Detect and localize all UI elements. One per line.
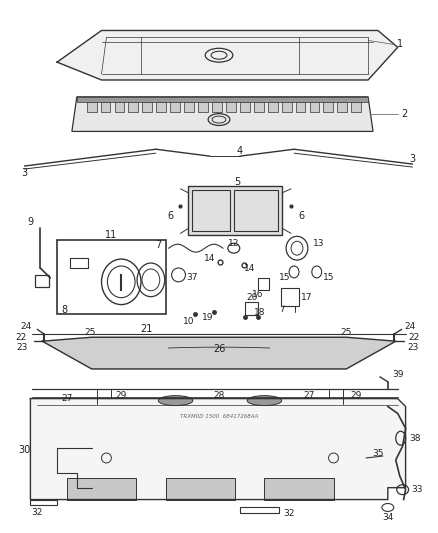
Polygon shape — [30, 399, 406, 499]
Text: 27: 27 — [303, 391, 314, 400]
Bar — [310, 102, 319, 111]
Text: 10: 10 — [183, 317, 194, 326]
Text: 11: 11 — [105, 230, 117, 240]
Bar — [128, 102, 138, 111]
Bar — [296, 102, 305, 111]
Text: 3: 3 — [21, 168, 28, 178]
Text: 13: 13 — [313, 239, 325, 248]
Bar — [337, 102, 347, 111]
Bar — [35, 275, 49, 287]
Bar — [258, 278, 269, 290]
Text: 38: 38 — [410, 434, 421, 443]
Text: 24: 24 — [404, 322, 415, 331]
Bar — [142, 102, 152, 111]
Ellipse shape — [247, 395, 282, 406]
Text: 23: 23 — [408, 343, 419, 352]
Text: 14: 14 — [205, 254, 216, 263]
Polygon shape — [42, 337, 396, 369]
Text: 37: 37 — [187, 273, 198, 282]
Bar — [57, 240, 166, 314]
Text: 21: 21 — [140, 325, 152, 334]
Text: 35: 35 — [372, 449, 384, 457]
Text: 33: 33 — [412, 485, 423, 494]
Text: 15: 15 — [279, 273, 291, 282]
Bar — [184, 102, 194, 111]
Polygon shape — [72, 97, 373, 132]
Bar — [115, 102, 124, 111]
Bar — [156, 102, 166, 111]
Bar — [281, 288, 299, 305]
Text: 29: 29 — [116, 391, 127, 400]
Text: 19: 19 — [202, 313, 214, 322]
Text: 2: 2 — [402, 109, 408, 119]
Bar — [101, 102, 110, 111]
Text: 17: 17 — [301, 293, 313, 302]
Text: 15: 15 — [323, 273, 334, 282]
Bar — [265, 478, 333, 499]
Text: 28: 28 — [213, 391, 225, 400]
Text: 20: 20 — [246, 293, 257, 302]
Text: 29: 29 — [350, 391, 362, 400]
Text: 6: 6 — [298, 211, 304, 221]
Text: 14: 14 — [244, 264, 255, 273]
Bar — [323, 102, 333, 111]
Text: 16: 16 — [252, 290, 263, 299]
Text: 18: 18 — [254, 308, 265, 317]
Text: 3: 3 — [410, 154, 416, 164]
Bar — [226, 102, 236, 111]
Bar — [240, 102, 250, 111]
Bar — [198, 102, 208, 111]
Text: 32: 32 — [283, 509, 295, 518]
Text: 22: 22 — [15, 333, 26, 342]
Text: 5: 5 — [235, 177, 241, 187]
Text: 22: 22 — [408, 333, 419, 342]
Bar — [254, 102, 264, 111]
Text: TRXM0D 1500  68417268AA: TRXM0D 1500 68417268AA — [180, 414, 258, 419]
Bar — [245, 302, 258, 316]
Polygon shape — [57, 30, 398, 80]
Text: 7: 7 — [155, 240, 162, 250]
Bar — [170, 102, 180, 111]
Text: 8: 8 — [61, 304, 67, 314]
Bar — [67, 478, 136, 499]
Text: 1: 1 — [397, 39, 403, 50]
Text: 25: 25 — [341, 328, 352, 337]
Bar — [234, 190, 278, 231]
Text: 4: 4 — [237, 146, 243, 156]
Bar — [87, 102, 96, 111]
Text: 23: 23 — [17, 343, 28, 352]
Text: 34: 34 — [382, 513, 393, 522]
Text: 12: 12 — [228, 239, 240, 248]
Polygon shape — [77, 97, 368, 102]
Text: 9: 9 — [27, 217, 33, 228]
Text: 32: 32 — [32, 508, 43, 517]
Ellipse shape — [158, 395, 193, 406]
Bar — [268, 102, 278, 111]
Bar — [212, 102, 222, 111]
Text: 26: 26 — [213, 344, 225, 354]
Text: 30: 30 — [18, 445, 31, 455]
Bar — [188, 186, 282, 236]
Bar — [192, 190, 230, 231]
Text: 24: 24 — [21, 322, 32, 331]
Text: 25: 25 — [84, 328, 95, 337]
Text: 6: 6 — [168, 211, 174, 221]
Bar — [166, 478, 235, 499]
Text: 39: 39 — [392, 370, 403, 379]
Bar — [282, 102, 292, 111]
Bar — [351, 102, 361, 111]
Bar — [70, 258, 88, 268]
Text: 27: 27 — [61, 394, 73, 403]
